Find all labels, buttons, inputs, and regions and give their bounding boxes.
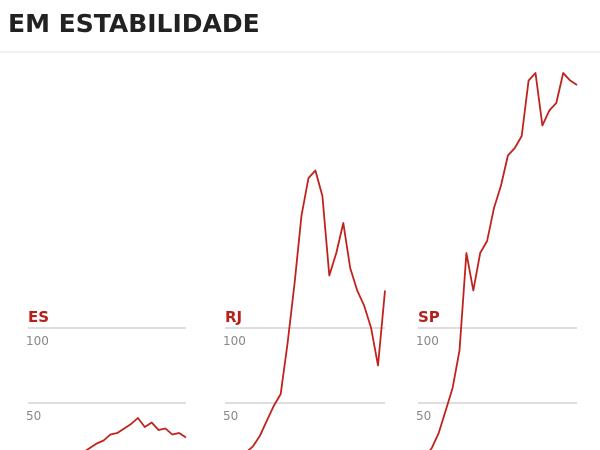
panel-title: SP (418, 308, 440, 326)
y-tick-label: 100 (223, 334, 246, 348)
data-line (85, 417, 187, 450)
page-title: EM ESTABILIDADE (8, 9, 260, 38)
y-tick-label: 100 (26, 334, 49, 348)
data-line (429, 72, 578, 450)
y-tick-label: 50 (223, 409, 238, 423)
panel-title: ES (28, 308, 49, 326)
y-tick-label: 100 (416, 334, 439, 348)
y-tick-label: 50 (26, 409, 41, 423)
data-line (247, 169, 386, 450)
y-tick-label: 50 (416, 409, 431, 423)
panel-title: RJ (225, 308, 242, 326)
